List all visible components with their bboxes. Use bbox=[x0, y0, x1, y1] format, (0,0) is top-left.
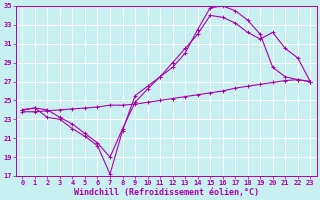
X-axis label: Windchill (Refroidissement éolien,°C): Windchill (Refroidissement éolien,°C) bbox=[74, 188, 259, 197]
